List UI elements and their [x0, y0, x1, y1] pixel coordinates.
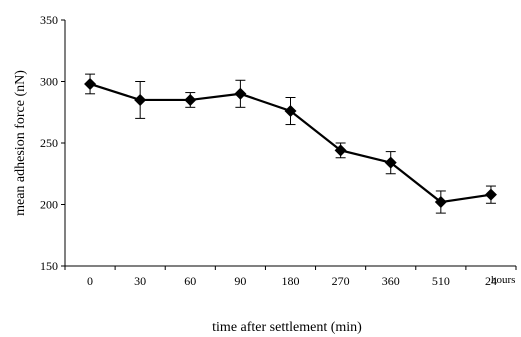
axes: [64, 20, 516, 267]
x-tick-label: 510: [432, 274, 450, 288]
y-axis-label: mean adhesion force (nN): [13, 70, 28, 216]
data-point: [134, 93, 147, 106]
y-tick-label: 250: [40, 136, 58, 150]
x-ticks: 0 30 60 90 180 270 360 510 24: [64, 266, 517, 288]
data-point: [384, 156, 397, 169]
y-tick-label: 350: [40, 13, 58, 27]
series-layer: [84, 73, 497, 214]
y-tick-label: 300: [40, 75, 58, 89]
data-point: [334, 144, 347, 157]
x-tick-label: 30: [134, 274, 146, 288]
x-tick-label: 0: [87, 274, 93, 288]
y-ticks: 150 200 250 300 350: [40, 13, 65, 273]
data-point: [84, 77, 97, 90]
x-tick-label: 24: [485, 274, 497, 288]
x-tick-label: 60: [184, 274, 196, 288]
x-tick-label: 270: [332, 274, 350, 288]
y-tick-label: 150: [40, 259, 58, 273]
data-point: [184, 93, 197, 106]
data-point: [234, 87, 247, 100]
x-tick-label: 90: [234, 274, 246, 288]
x-tick-label: 360: [382, 274, 400, 288]
y-tick-label: 200: [40, 198, 58, 212]
x-last-unit-label: hours: [491, 274, 515, 286]
data-point: [484, 188, 497, 201]
x-tick-label: 180: [282, 274, 300, 288]
data-point: [284, 105, 297, 118]
data-point: [434, 196, 447, 209]
x-axis-label: time after settlement (min): [212, 320, 362, 335]
